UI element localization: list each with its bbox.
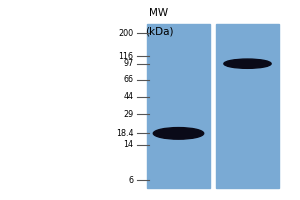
Ellipse shape bbox=[153, 128, 204, 139]
Text: 29: 29 bbox=[123, 110, 134, 119]
Text: 116: 116 bbox=[118, 52, 134, 61]
Text: 18.4: 18.4 bbox=[116, 129, 134, 138]
Ellipse shape bbox=[224, 59, 271, 68]
Text: 14: 14 bbox=[124, 140, 134, 149]
Text: 97: 97 bbox=[123, 59, 134, 68]
Text: 200: 200 bbox=[118, 29, 134, 38]
Text: 6: 6 bbox=[128, 176, 134, 185]
Bar bbox=[147, 24, 210, 188]
Text: 44: 44 bbox=[124, 92, 134, 101]
Text: 66: 66 bbox=[124, 75, 134, 84]
Text: (kDa): (kDa) bbox=[145, 26, 173, 36]
Text: MW: MW bbox=[149, 8, 169, 18]
Bar bbox=[216, 24, 279, 188]
